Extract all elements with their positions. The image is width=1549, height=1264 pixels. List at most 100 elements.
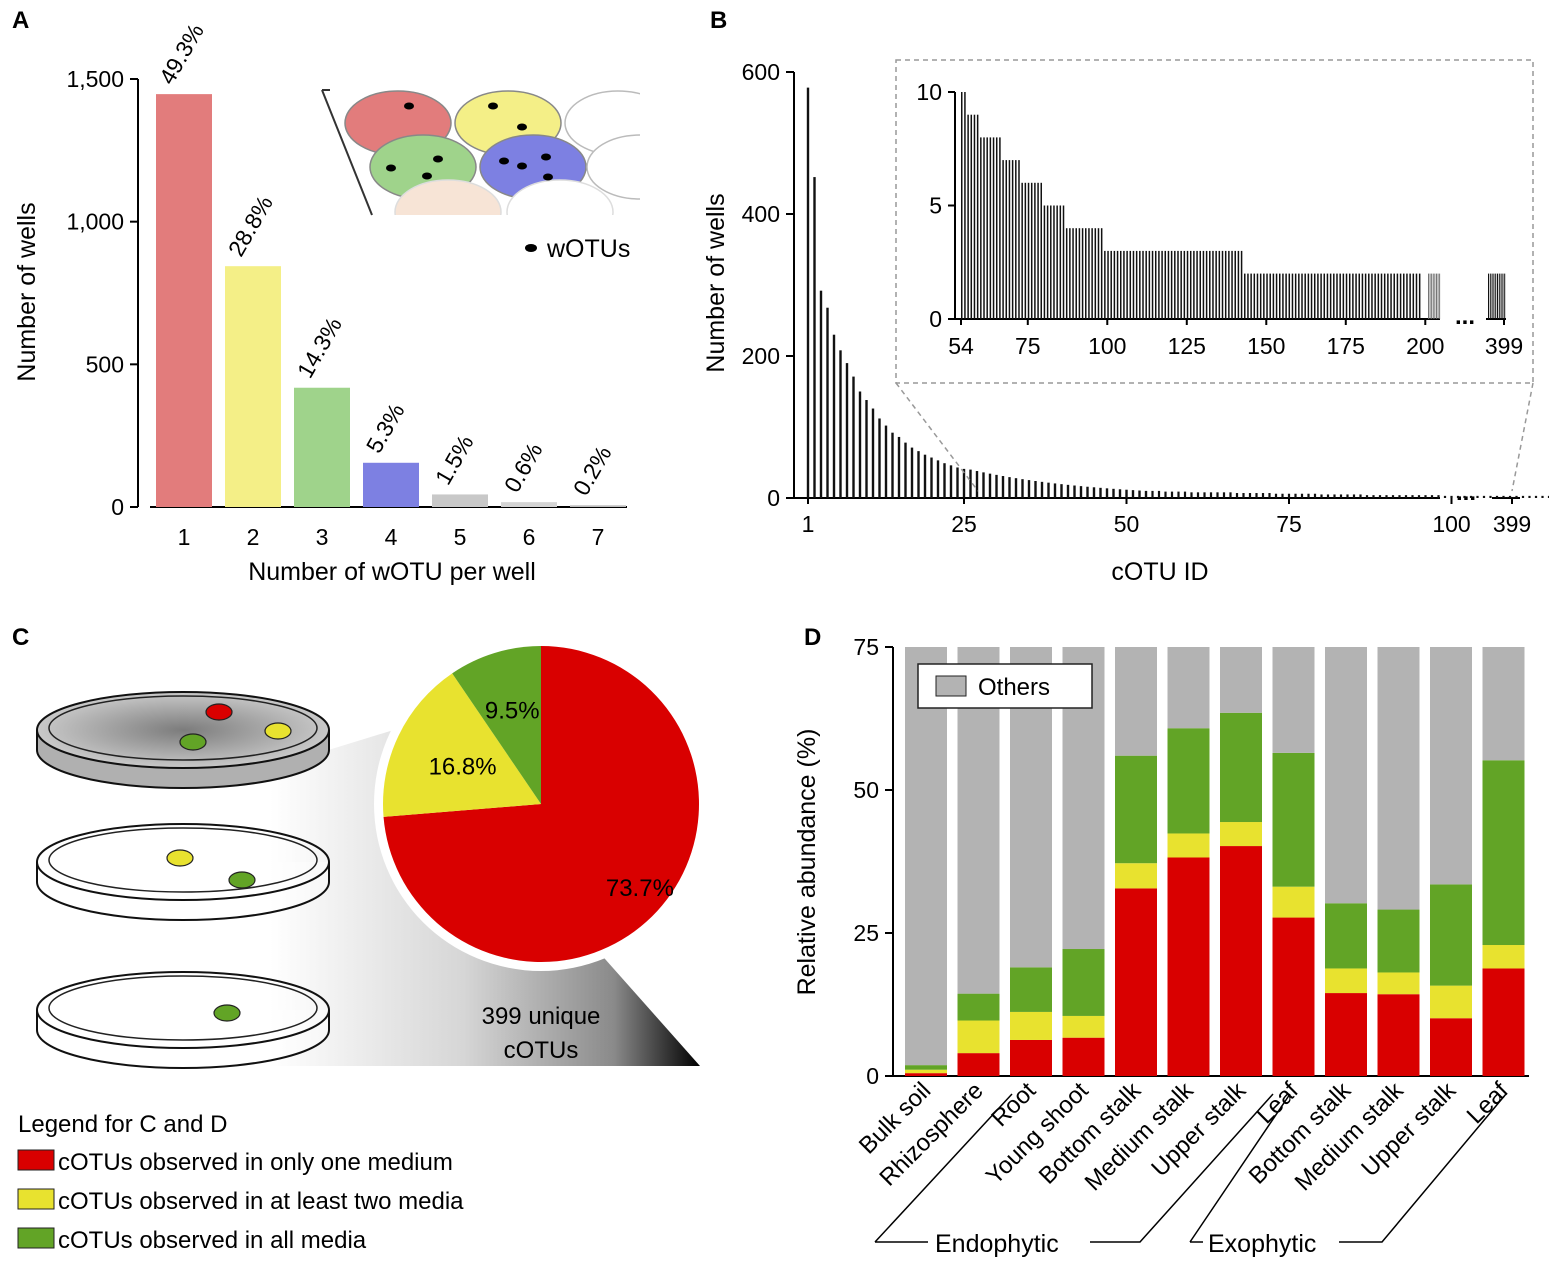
bar-b <box>1060 484 1063 498</box>
stacked-segment <box>1482 647 1525 761</box>
inset-bar <box>1342 273 1345 319</box>
inset-bar <box>976 114 979 319</box>
legend-label: cOTUs observed in at least two media <box>58 1188 464 1215</box>
inset-bar <box>1177 250 1179 319</box>
inset-bar <box>1439 273 1441 319</box>
bar-b <box>917 451 920 498</box>
stacked-segment <box>905 647 947 1066</box>
bar-b <box>1047 482 1050 498</box>
bar-b <box>1151 490 1154 498</box>
stacked-segment <box>1272 886 1315 918</box>
bar-b <box>871 408 875 498</box>
inset-bar <box>1189 250 1192 319</box>
inset-bar <box>1059 205 1062 319</box>
inset-bar <box>1436 273 1437 319</box>
inset-bar <box>1358 273 1360 319</box>
stacked-segment <box>1115 647 1157 756</box>
bar-b <box>1092 487 1096 498</box>
bar-b <box>1359 494 1362 498</box>
bar-b <box>1476 495 1479 498</box>
stacked-segment <box>1272 917 1315 1076</box>
bar-b <box>923 454 927 498</box>
panel-a: A <box>12 7 640 586</box>
inset-bar <box>1429 273 1431 319</box>
x-axis-label-a: Number of wOTU per well <box>248 558 536 586</box>
inset-bar <box>1231 250 1233 319</box>
panel-b: B 02004006001255075100125150175200399...… <box>702 7 1549 586</box>
inset-bar <box>1244 273 1246 319</box>
inset-bar <box>1493 273 1495 319</box>
inset-bar <box>1107 250 1109 319</box>
bar-b <box>826 307 829 498</box>
inset-bar <box>1164 250 1167 319</box>
inset-bar <box>1116 250 1119 319</box>
bar-b <box>1443 495 1447 498</box>
inset-bar <box>1209 250 1211 319</box>
petri-dish-2 <box>36 823 330 921</box>
pie-value-label: 9.5% <box>485 697 540 724</box>
inset-bar <box>1234 250 1236 319</box>
inset-bar <box>999 137 1001 319</box>
bar-b <box>806 87 810 499</box>
bar-b <box>1300 493 1304 498</box>
inset-bar <box>986 137 988 319</box>
bar-b <box>982 472 985 498</box>
axis-ellipsis-b: ... <box>1456 479 1476 506</box>
inset-bar <box>1368 273 1370 319</box>
bar-b <box>1040 481 1044 498</box>
bar-a <box>225 266 281 507</box>
inset-bar <box>1489 273 1491 319</box>
inset-bar <box>1037 182 1039 319</box>
x-tick-label-a: 7 <box>592 524 605 550</box>
inset-bar <box>1043 205 1046 319</box>
pie-value-label: 73.7% <box>606 875 674 902</box>
legend-label: cOTUs observed in only one medium <box>58 1149 453 1176</box>
inset-bar <box>1387 273 1389 319</box>
bar-b <box>1261 493 1265 498</box>
stacked-segment <box>1010 1011 1052 1040</box>
inset-x-tick-label: 150 <box>1247 333 1285 359</box>
bar-b <box>1506 496 1508 498</box>
inset-bar <box>1432 273 1434 319</box>
bar-b <box>1053 483 1057 498</box>
stacked-segment <box>1220 647 1262 713</box>
inset-bar <box>1018 160 1020 319</box>
bar-b <box>1144 490 1148 498</box>
bar-b <box>1203 492 1206 498</box>
bar-b <box>852 376 855 498</box>
bar-a <box>363 462 419 507</box>
bar-b <box>1528 495 1531 498</box>
inset-bar <box>1081 228 1084 319</box>
bar-b <box>1313 493 1317 498</box>
inset-bar <box>1005 160 1008 319</box>
well-blank <box>586 134 640 200</box>
bar-b <box>1131 490 1135 498</box>
bar-b <box>1339 494 1343 498</box>
inset-bar <box>1126 250 1128 319</box>
y-axis-label-b: Number of wells <box>702 193 730 372</box>
inset-bar <box>1030 182 1033 319</box>
colony-green <box>179 733 207 751</box>
inset-bar <box>1075 228 1077 319</box>
bar-b <box>1105 488 1109 498</box>
inset-bar <box>1380 273 1383 319</box>
legend-swatch <box>17 1188 55 1210</box>
panel-label-b: B <box>710 7 727 34</box>
bar-b <box>1255 493 1258 498</box>
pie-chart-c: 73.7% 16.8% 9.5% <box>383 646 699 963</box>
inset-bar <box>1323 273 1326 319</box>
inset-bar <box>1500 273 1502 319</box>
stacked-segment <box>905 1065 947 1070</box>
group-brackets <box>874 1093 1507 1243</box>
inset-bar <box>1504 273 1506 319</box>
bar-b <box>1326 494 1330 498</box>
bar-b <box>1456 495 1460 498</box>
bar-b <box>839 350 842 498</box>
inset-bar <box>1279 273 1281 319</box>
others-swatch <box>935 675 967 697</box>
inset-bar <box>1193 250 1195 319</box>
bar-b <box>1287 493 1291 498</box>
x-tick-label-a: 4 <box>385 524 398 550</box>
bar-b <box>1534 495 1538 498</box>
inset-bar <box>1002 160 1004 319</box>
